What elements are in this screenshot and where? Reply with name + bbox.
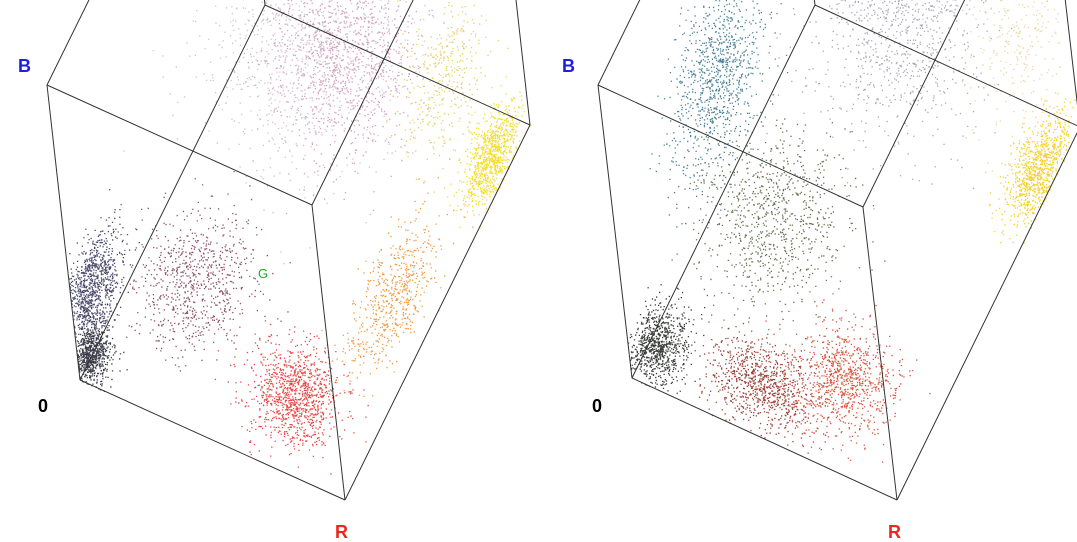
cube-edge [814,4,1077,127]
cube-edge [515,0,531,126]
axis-label-b: B [18,56,31,76]
cube-edge [896,131,1077,501]
cube-edge [813,0,816,6]
scatter-points [69,0,532,475]
cube-edge [862,0,966,208]
point-cluster-0 [69,189,140,363]
cube-edge [46,84,313,206]
cube-edge [311,204,346,501]
axis-label-b: B [562,56,575,76]
cube-edge [862,206,898,501]
point-cluster-5 [681,318,867,454]
point-cluster-3 [225,0,465,215]
cube-edge [631,377,898,501]
rgb-cube-left: B 0 R G [18,0,532,542]
axis-label-g: G [258,266,268,281]
origin-label: 0 [38,396,48,416]
point-cluster-4 [123,0,451,265]
cube-edge [79,379,346,501]
cube-edge [311,0,414,206]
scatter-points [627,0,1077,463]
cube-edge [597,0,641,86]
point-cluster-6 [321,158,474,397]
cube-edge [263,0,266,6]
cube-edge [631,4,816,379]
cube-edge [46,84,81,381]
cube-edge [344,124,531,501]
cube-edge [46,0,90,86]
point-cluster-6 [765,293,931,463]
cube-edge [264,4,531,126]
rgb-cube-right: B 0 R [562,0,1077,542]
cube-edge [597,84,864,208]
cube-edges [597,0,1077,501]
cube-edges [46,0,531,501]
point-cluster-5 [214,320,369,475]
cube-edge [597,84,633,379]
point-cluster-2 [93,171,291,404]
axis-label-r: R [335,522,348,542]
point-cluster-2 [671,72,886,356]
point-cluster-4 [922,0,1018,30]
point-cluster-7 [446,76,532,229]
point-cluster-7 [989,92,1077,244]
point-cluster-1 [627,284,706,394]
point-cluster-1 [74,304,128,392]
point-cluster-8 [940,0,1073,174]
cube-edge [1064,0,1077,106]
cube-edge [79,4,266,381]
axis-label-r: R [888,522,901,542]
origin-label: 0 [592,396,602,416]
